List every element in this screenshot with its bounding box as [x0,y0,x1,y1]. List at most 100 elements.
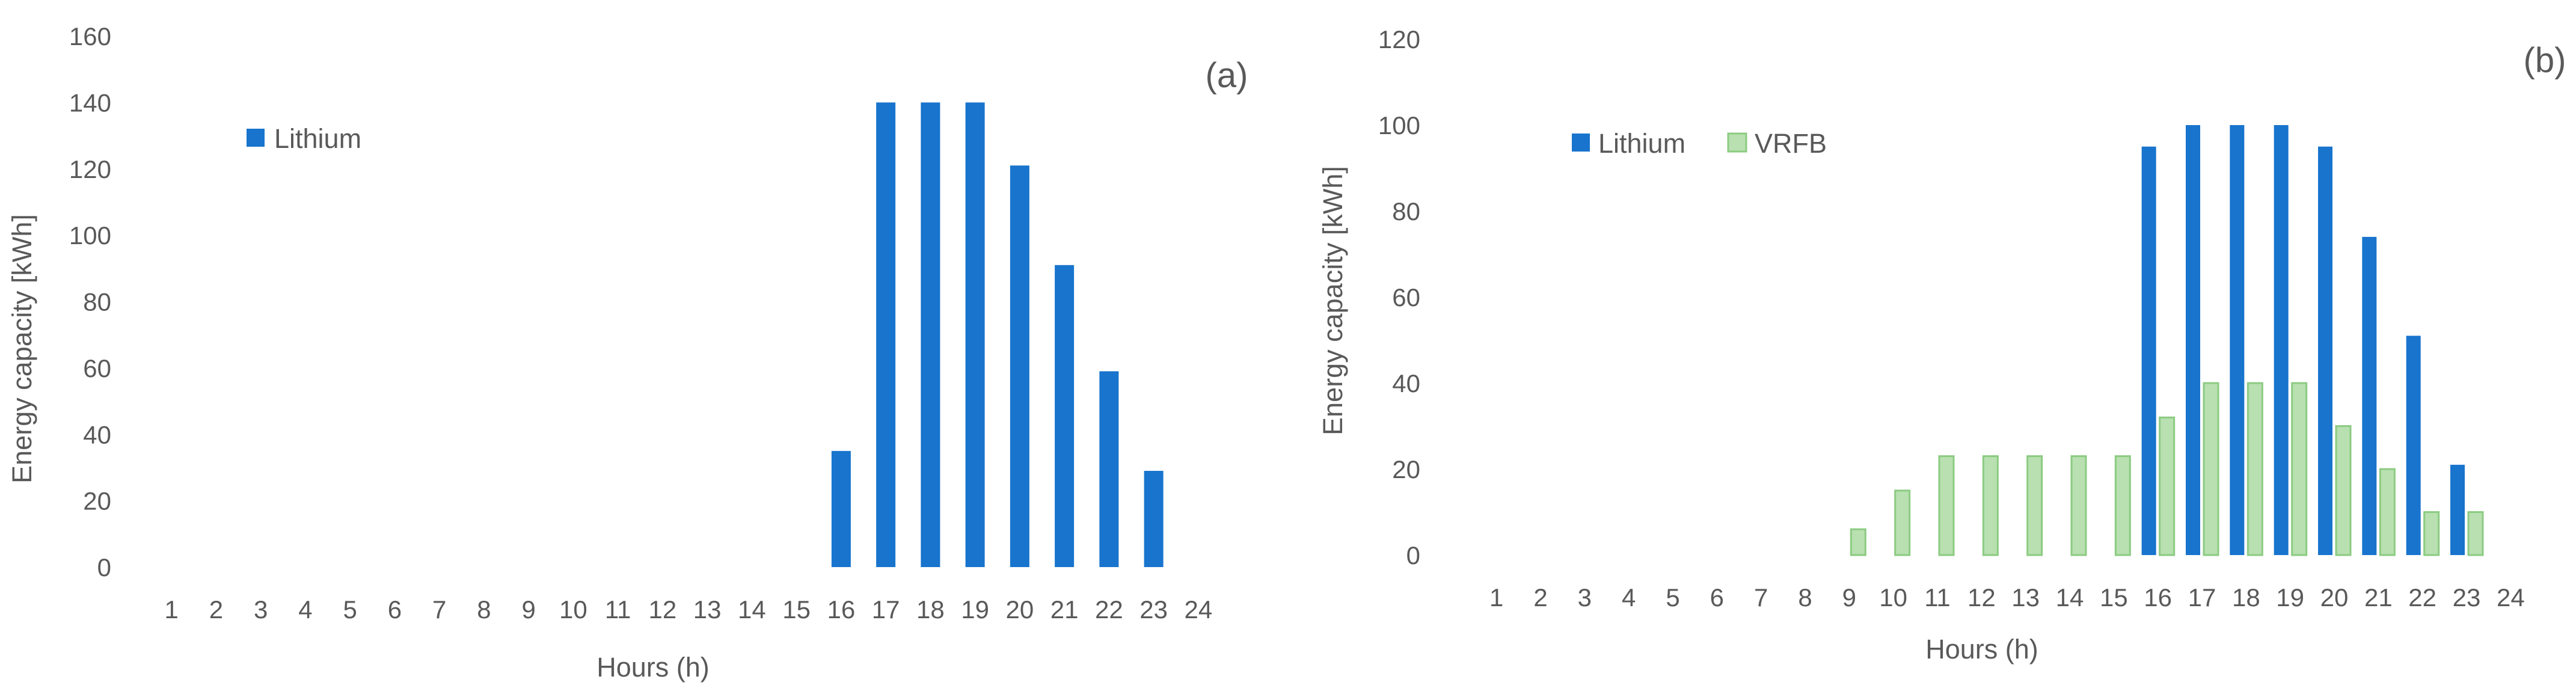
x-tick-label: 22 [2408,583,2436,612]
x-tick-label: 9 [1842,583,1856,612]
bar-vrfb-11 [1938,455,1955,556]
y-tick-label: 40 [1392,369,1420,398]
x-tick-label: 19 [2276,583,2304,612]
bar-lithium-23 [2450,464,2465,555]
x-tick-label: 18 [2232,583,2260,612]
x-tick-label: 23 [1139,595,1168,624]
x-tick-label: 14 [738,595,766,624]
x-tick-label: 4 [1622,583,1636,612]
y-tick-label: 80 [83,288,111,316]
chart-panel-a: Energy capacity [kWh] Hours (h) (a) Lith… [7,22,1248,683]
x-tick-label: 14 [2056,583,2084,612]
x-tick-label: 23 [2453,583,2481,612]
x-tick-label: 7 [1754,583,1768,612]
bar-lithium-21 [2362,236,2377,555]
bar-lithium-21 [1055,265,1075,567]
bar-vrfb-16 [2159,416,2176,556]
x-tick-label: 21 [2364,583,2393,612]
bar-vrfb-17 [2203,382,2219,556]
x-tick-label: 2 [209,595,223,624]
bar-lithium-22 [2406,336,2421,555]
chart-panel-b: Energy capacity [kWh] Hours (h) (b) Lith… [1317,25,2566,665]
x-tick-label: 9 [521,595,535,624]
y-tick-label: 160 [69,22,111,51]
x-tick-label: 10 [1879,583,1907,612]
x-tick-label: 5 [1666,583,1679,612]
bar-lithium-19 [965,102,985,567]
bar-lithium-17 [876,102,896,567]
bar-vrfb-15 [2114,455,2131,556]
bar-vrfb-21 [2379,468,2396,556]
y-tick-label: 60 [1392,283,1420,312]
legend-label-lithium: Lithium [274,123,361,154]
x-tick-label: 17 [872,595,900,624]
x-tick-label: 16 [827,595,856,624]
x-tick-label: 12 [649,595,677,624]
bar-vrfb-9 [1850,528,1866,556]
x-tick-label: 8 [1798,583,1812,612]
x-tick-label: 6 [1710,583,1724,612]
x-tick-label: 18 [916,595,945,624]
x-tick-label: 4 [298,595,312,624]
x-tick-label: 1 [164,595,178,624]
bar-vrfb-18 [2246,382,2263,556]
x-tick-label: 20 [2320,583,2349,612]
x-tick-label: 24 [1185,595,1213,624]
x-axis-title: Hours (h) [596,652,710,683]
x-tick-label: 15 [782,595,811,624]
bar-lithium-20 [1010,165,1029,567]
y-tick-label: 40 [83,420,111,449]
x-tick-label: 22 [1095,595,1123,624]
x-tick-label: 1 [1489,583,1503,612]
x-tick-label: 6 [388,595,402,624]
y-tick-label: 100 [1378,111,1420,140]
legend: Lithium [247,123,361,154]
bar-lithium-16 [2141,146,2156,555]
x-tick-label: 13 [2011,583,2040,612]
x-tick-label: 13 [693,595,722,624]
panel-label: (b) [2524,41,2566,80]
x-tick-label: 7 [432,595,446,624]
x-tick-label: 24 [2497,583,2525,612]
x-tick-label: 19 [961,595,989,624]
bar-vrfb-10 [1894,490,1911,556]
x-tick-label: 5 [343,595,357,624]
x-tick-label: 3 [1578,583,1592,612]
panel-label: (a) [1206,56,1248,95]
legend-swatch-lithium [1572,134,1590,152]
x-tick-label: 8 [477,595,491,624]
y-tick-label: 20 [1392,455,1420,484]
bar-vrfb-20 [2335,425,2352,556]
bar-vrfb-23 [2467,511,2484,556]
legend: Lithium VRFB [1572,128,1827,159]
x-tick-label: 17 [2188,583,2216,612]
bar-lithium-20 [2318,146,2332,555]
legend-swatch-vrfb [1727,132,1747,153]
bar-lithium-17 [2186,125,2200,555]
x-tick-label: 21 [1050,595,1079,624]
y-tick-label: 80 [1392,197,1420,226]
bar-vrfb-22 [2423,511,2440,556]
bar-vrfb-13 [2026,455,2043,556]
legend-label-vrfb: VRFB [1755,128,1827,159]
bar-lithium-19 [2274,125,2289,555]
bar-lithium-18 [921,102,940,567]
y-tick-label: 120 [69,155,111,183]
bar-lithium-23 [1144,470,1164,567]
x-tick-label: 20 [1006,595,1034,624]
y-tick-label: 0 [97,553,111,582]
legend-swatch-lithium [247,129,265,147]
x-tick-label: 16 [2144,583,2172,612]
y-axis-title: Energy capacity [kWh] [7,214,37,484]
x-tick-label: 12 [1967,583,1996,612]
legend-label-lithium: Lithium [1598,128,1685,159]
x-tick-label: 11 [1924,583,1951,612]
bar-lithium-16 [831,450,851,567]
x-tick-label: 2 [1533,583,1547,612]
y-tick-label: 60 [83,354,111,382]
bar-lithium-18 [2230,125,2245,555]
bar-vrfb-19 [2291,382,2308,556]
x-axis-title: Hours (h) [1925,634,2038,665]
y-tick-label: 0 [1406,541,1420,570]
